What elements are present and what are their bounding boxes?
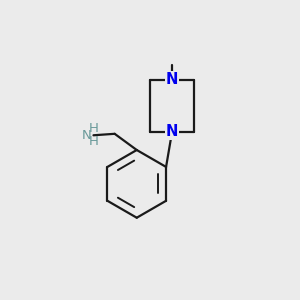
Text: N: N xyxy=(166,72,178,87)
Text: N: N xyxy=(81,129,91,142)
Text: H: H xyxy=(88,122,98,135)
Text: N: N xyxy=(166,124,178,139)
Text: H: H xyxy=(88,135,98,148)
